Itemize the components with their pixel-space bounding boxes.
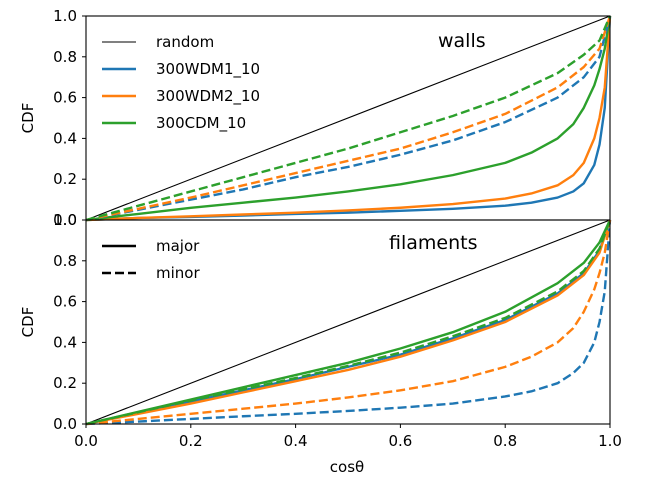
filaments-series-line-300wdm2-10-minor	[85, 219, 612, 426]
walls-legend-label: random	[156, 33, 214, 51]
filaments-series-line-300wdm1-10-minor	[85, 219, 612, 426]
filaments-x-tick-label: 0.2	[179, 432, 203, 450]
walls-y-tick-label: 0.8	[53, 48, 77, 66]
filaments-x-tick-label: 0.6	[388, 432, 412, 450]
walls-series-line-300wdm1-10-minor	[85, 15, 612, 222]
filaments-legend-label: minor	[156, 264, 200, 282]
walls-series-line-300cdm-10-minor	[85, 15, 612, 222]
filaments-series-line-300wdm2-10-major	[85, 219, 612, 426]
filaments-ticks-layer: 0.00.20.40.60.81.00.0 0.2 0.4 0.6 0.8 1.0	[53, 211, 622, 450]
walls-legend-label: 300WDM1_10	[156, 60, 260, 79]
filaments-x-tick-label: 0.4	[284, 432, 308, 450]
filaments-y-tick-label: 0.6	[53, 293, 77, 311]
filaments-x-tick-label: 1.0	[598, 432, 622, 450]
filaments-y-tick-label: 0.4	[53, 333, 77, 351]
filaments-y-tick-label: 1.0	[53, 211, 77, 229]
filaments-x-tick-label: 0.8	[493, 432, 517, 450]
walls-ticks-layer: 0.0 0.2 0.4 0.6 0.8 1.0	[53, 7, 86, 229]
filaments-x-tick-label: 0.0	[74, 432, 98, 450]
filaments-series-line-random	[85, 219, 611, 425]
filaments-y-tick-label: 0.8	[53, 252, 77, 270]
walls-legend-label: 300CDM_10	[156, 114, 246, 133]
walls-y-axis-label: CDF	[19, 103, 37, 134]
x-axis-label: cosθ	[330, 458, 364, 476]
walls-y-tick-label: 0.2	[53, 170, 77, 188]
walls-series-line-random	[85, 15, 611, 221]
walls-legend: random 300WDM1_10 300WDM2_10 300CDM_10	[102, 33, 260, 133]
walls-series-line-300wdm2-10-minor	[85, 15, 612, 222]
walls-legend-label: 300WDM2_10	[156, 87, 260, 106]
filaments-y-tick-label: 0.2	[53, 374, 77, 392]
filaments-y-axis-label: CDF	[19, 307, 37, 338]
filaments-series-line-300cdm-10-minor	[85, 219, 612, 426]
filaments-legend-label: major	[156, 237, 200, 255]
walls-y-tick-label: 0.4	[53, 129, 77, 147]
walls-y-tick-label: 1.0	[53, 7, 77, 25]
filaments-panel: 0.00.20.40.60.81.00.0 0.2 0.4 0.6 0.8 1.0 fil…	[19, 211, 622, 450]
walls-panel-title: walls	[438, 30, 486, 52]
filaments-axes-frame	[85, 219, 611, 425]
filaments-series-layer	[85, 219, 612, 426]
filaments-panel-title: filaments	[389, 232, 477, 254]
walls-y-tick-label: 0.0	[53, 211, 77, 229]
filaments-y-tick-label: 0.0	[53, 415, 77, 433]
walls-series-layer	[85, 15, 612, 222]
walls-series-line-300wdm2-10	[85, 15, 612, 222]
walls-y-tick-label: 0.6	[53, 89, 77, 107]
walls-series-line-300cdm-10	[85, 15, 612, 222]
filaments-legend: major minor	[102, 237, 200, 282]
walls-panel: 0.0 0.2 0.4 0.6 0.8 1.0 walls CDF random 300WD…	[19, 7, 612, 229]
